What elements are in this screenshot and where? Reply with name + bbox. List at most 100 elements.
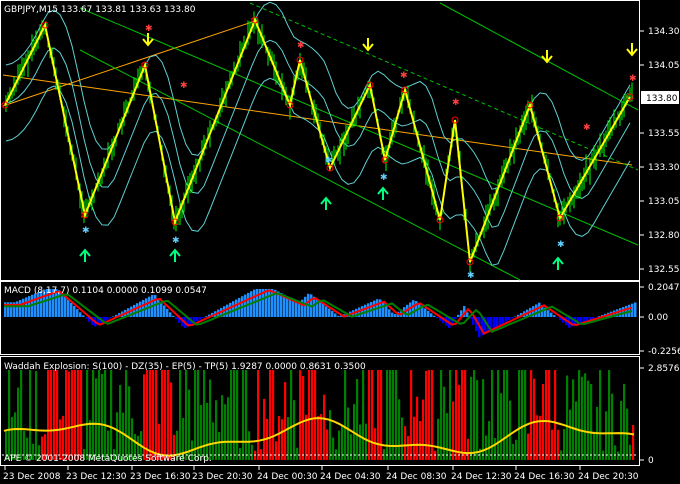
waddah-bar: [371, 370, 374, 460]
macd-histogram-bar: [103, 317, 106, 322]
macd-histogram-bar: [73, 306, 76, 317]
pivot-circle: [41, 21, 49, 29]
waddah-bar: [167, 370, 170, 460]
macd-histogram-bar: [409, 302, 412, 317]
price-tick-label: 132.55: [648, 265, 680, 275]
macd-histogram-bar: [58, 290, 61, 317]
waddah-bar: [203, 370, 206, 460]
pivot-circle: [1, 101, 9, 109]
bollinger-bands: [5, 1, 631, 266]
macd-histogram-bar: [160, 301, 163, 317]
pivot-circle: [296, 56, 304, 64]
waddah-bar: [29, 370, 32, 460]
signal-star: ✱: [583, 123, 591, 133]
waddah-bar: [98, 370, 101, 460]
macd-histogram-bar: [502, 317, 505, 324]
waddah-bar: [464, 370, 467, 460]
waddah-bar: [242, 370, 245, 460]
pivot-circle: [451, 116, 459, 124]
waddah-bar: [71, 370, 74, 460]
macd-histogram-bar: [496, 317, 499, 327]
price-tick-label: 133.30: [648, 163, 680, 173]
waddah-bar: [143, 374, 146, 460]
macd-histogram-bar: [430, 313, 433, 317]
macd-histogram-bar: [85, 317, 88, 319]
signal-star: ✱: [557, 240, 565, 250]
waddah-bar: [488, 421, 491, 460]
macd-histogram-bar: [394, 314, 397, 317]
macd-histogram-bar: [505, 317, 508, 322]
waddah-bar: [251, 444, 254, 460]
macd-histogram-bar: [64, 296, 67, 317]
waddah-panel-frame: [0, 356, 640, 466]
signal-star: ✱: [297, 41, 305, 51]
waddah-bar: [560, 450, 563, 460]
waddah-bar: [23, 430, 26, 460]
macd-histogram-bar: [304, 296, 307, 317]
waddah-bar: [119, 385, 122, 460]
sell-arrow: [142, 33, 154, 47]
macd-histogram-bar: [136, 303, 139, 317]
zigzag-indicator: [1, 16, 634, 266]
waddah-bar: [317, 415, 320, 460]
main-panel-frame: [0, 0, 640, 281]
macd-histogram-bar: [253, 289, 256, 317]
time-tick-label: 23 Dec 16:30: [130, 472, 191, 482]
waddah-bar: [551, 429, 554, 460]
macd-histogram-bar: [205, 316, 208, 317]
waddah-bar: [350, 434, 353, 460]
macd-histogram-bar: [598, 316, 601, 317]
macd-histogram-bar: [181, 317, 184, 327]
macd-histogram-bar: [367, 303, 370, 317]
macd-histogram-bar: [37, 292, 40, 317]
waddah-bar: [161, 370, 164, 460]
macd-histogram-bar: [583, 317, 586, 322]
current-price-box: [641, 91, 679, 104]
macd-main-line: [4, 292, 633, 333]
waddah-bar: [425, 370, 428, 460]
waddah-bar: [383, 448, 386, 460]
macd-histogram-bar: [106, 317, 109, 320]
buy-arrow: [169, 248, 181, 262]
macd-histogram-bar: [424, 308, 427, 317]
macd-panel-frame: [0, 281, 640, 355]
zigzag-trail: [4, 18, 631, 263]
waddah-bar: [632, 425, 635, 460]
macd-histogram-bar: [388, 309, 391, 317]
macd-histogram-bar: [442, 317, 445, 324]
macd-histogram-bar: [559, 317, 562, 321]
macd-histogram-bar: [325, 306, 328, 317]
waddah-bar: [527, 433, 530, 460]
waddah-bar: [299, 370, 302, 460]
waddah-bar: [284, 382, 287, 460]
waddah-bar: [80, 370, 83, 460]
waddah-bar: [92, 370, 95, 460]
time-tick-label: 23 Dec 12:30: [66, 472, 127, 482]
pivot-circle: [626, 93, 634, 101]
time-tick-label: 23 Dec 20:30: [192, 472, 253, 482]
waddah-bar: [365, 423, 368, 460]
macd-histogram-bar: [631, 303, 634, 317]
waddah-bar: [215, 400, 218, 460]
waddah-bar: [557, 429, 560, 460]
waddah-bar: [89, 420, 92, 460]
pivot-circle: [286, 101, 294, 109]
macd-histogram-bar: [364, 304, 367, 317]
macd-histogram-bar: [466, 312, 469, 317]
macd-histogram-bar: [577, 317, 580, 325]
time-tick-label: 24 Dec 08:30: [386, 472, 447, 482]
macd-histogram-bar: [382, 302, 385, 317]
macd-histogram-bar: [154, 295, 157, 317]
macd-histogram-bar: [7, 302, 10, 317]
waddah-bar: [170, 382, 173, 460]
price-tick-label: 132.80: [648, 231, 680, 241]
channel-line-mid: [79, 7, 639, 246]
pivot-circle: [466, 258, 474, 266]
macd-histogram-bar: [82, 315, 85, 317]
waddah-bar: [482, 379, 485, 460]
macd-histogram-bar: [202, 317, 205, 318]
waddah-bar: [455, 370, 458, 460]
waddah-bar: [416, 396, 419, 460]
waddah-bar: [68, 371, 71, 460]
pivot-circle: [171, 218, 179, 226]
